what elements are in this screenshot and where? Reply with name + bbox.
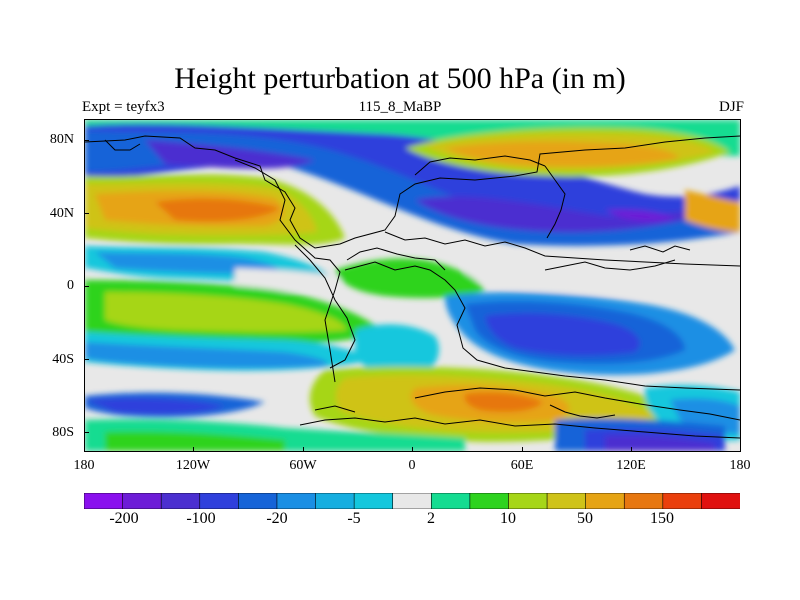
lon-label-180e: 180	[729, 458, 751, 473]
contour-region	[235, 268, 345, 293]
lat-label-40s: 40S	[52, 352, 74, 367]
contour-region	[605, 209, 675, 222]
lat-label-80n: 80N	[49, 132, 74, 147]
colorbar-label: -5	[347, 510, 361, 527]
contour-region	[685, 190, 740, 232]
season-label: DJF	[718, 99, 744, 115]
lon-tick	[631, 447, 632, 452]
colorbar-label: -20	[266, 510, 288, 527]
colorbar-swatch	[662, 493, 703, 509]
contour-region	[145, 140, 315, 169]
experiment-label: Expt = teyfx3	[82, 99, 165, 115]
lon-label-60w: 60W	[289, 458, 317, 473]
contour-region	[155, 198, 280, 222]
lon-label-60e: 60E	[510, 458, 534, 473]
lon-tick	[412, 447, 413, 452]
colorbar-label: -100	[186, 510, 216, 527]
lat-tick	[84, 286, 89, 287]
contour-region	[670, 398, 740, 434]
colorbar-swatch	[701, 493, 740, 509]
colorbar-label: 50	[577, 510, 593, 527]
period-label: 115_8_MaBP	[358, 99, 442, 115]
contour-region	[95, 252, 279, 274]
colorbar-swatch	[122, 493, 162, 509]
contour-map	[85, 120, 740, 451]
colorbar-swatch	[392, 493, 433, 509]
contour-region	[415, 196, 735, 233]
colorbar-swatches	[84, 493, 740, 509]
lat-tick	[84, 213, 89, 214]
colorbar-swatch	[315, 493, 355, 509]
contour-region	[485, 313, 640, 356]
lat-tick	[84, 140, 89, 141]
colorbar-label: 150	[650, 510, 674, 527]
map-panel	[84, 119, 741, 452]
contour-region	[605, 435, 715, 451]
height-field	[85, 120, 740, 451]
contour-region	[105, 292, 347, 333]
contour-region	[105, 431, 285, 451]
lon-label-120w: 120W	[175, 458, 211, 473]
colorbar-swatch	[623, 493, 664, 509]
lat-tick	[84, 432, 89, 433]
lat-label-0: 0	[67, 278, 74, 293]
contour-region	[85, 342, 328, 369]
colorbar-swatch	[353, 493, 394, 509]
lon-tick	[303, 447, 304, 452]
colorbar	[84, 493, 740, 509]
lat-label-80s: 80S	[52, 425, 74, 440]
colorbar-swatch	[508, 493, 548, 509]
colorbar-label: -200	[109, 510, 139, 527]
colorbar-swatch	[585, 493, 626, 509]
lon-label-180w: 180	[73, 458, 95, 473]
lat-tick	[84, 359, 89, 360]
colorbar-swatch	[469, 493, 510, 509]
colorbar-swatch	[199, 493, 240, 509]
colorbar-swatch	[160, 493, 201, 509]
lon-label-120e: 120E	[616, 458, 646, 473]
contour-region	[335, 258, 485, 298]
colorbar-swatch	[238, 493, 278, 509]
colorbar-swatch	[546, 493, 587, 509]
lon-tick	[193, 447, 194, 452]
colorbar-label: 2	[427, 510, 435, 527]
colorbar-swatch	[84, 493, 124, 509]
lon-label-0: 0	[408, 458, 416, 473]
contour-region	[465, 259, 740, 300]
contour-region	[85, 398, 225, 414]
lat-label-40n: 40N	[49, 206, 74, 221]
colorbar-label: 10	[500, 510, 516, 527]
lon-tick	[522, 447, 523, 452]
contour-region	[464, 392, 543, 412]
plot-title: Height perturbation at 500 hPa (in m)	[174, 62, 626, 95]
colorbar-swatch	[276, 493, 317, 509]
coastlines	[85, 135, 740, 439]
colorbar-swatch	[430, 493, 471, 509]
contour-region	[355, 324, 439, 379]
